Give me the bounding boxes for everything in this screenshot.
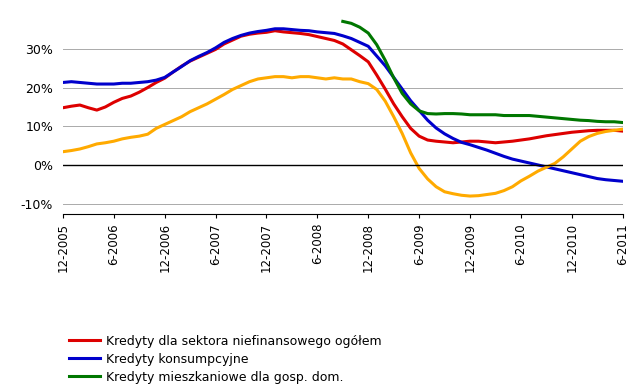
Kredyty mieszkaniowe dla gosp. dom. xyxy=(602,119,610,124)
Kredyty dla sektora niefinansowego ogółem xyxy=(500,140,508,144)
Kredyty mieszkaniowe dla gosp. dom. xyxy=(466,112,474,117)
Kredyty mieszkaniowe dla gosp. dom. xyxy=(364,31,372,35)
Kredyty dla sektora niefinansowego ogółem xyxy=(449,140,457,145)
Kredyty mieszkaniowe dla gosp. dom. xyxy=(594,119,601,124)
Kredyty dla przedsiębiorstw xyxy=(297,74,304,79)
Kredyty mieszkaniowe dla gosp. dom. xyxy=(560,116,567,121)
Kredyty dla sektora niefinansowego ogółem xyxy=(619,129,626,133)
Kredyty mieszkaniowe dla gosp. dom. xyxy=(585,118,593,123)
Legend: Kredyty dla sektora niefinansowego ogółem, Kredyty konsumpcyjne, Kredyty mieszka: Kredyty dla sektora niefinansowego ogółe… xyxy=(64,329,387,389)
Kredyty dla przedsiębiorstw xyxy=(466,194,474,198)
Kredyty mieszkaniowe dla gosp. dom. xyxy=(500,113,508,118)
Kredyty mieszkaniowe dla gosp. dom. xyxy=(568,117,576,122)
Kredyty mieszkaniowe dla gosp. dom. xyxy=(475,112,482,117)
Kredyty mieszkaniowe dla gosp. dom. xyxy=(381,58,389,63)
Kredyty mieszkaniowe dla gosp. dom. xyxy=(356,25,364,30)
Kredyty konsumpcyjne xyxy=(144,79,152,84)
Kredyty dla sektora niefinansowego ogółem xyxy=(297,31,304,36)
Kredyty mieszkaniowe dla gosp. dom. xyxy=(398,91,406,96)
Kredyty konsumpcyjne xyxy=(585,174,593,179)
Kredyty dla przedsiębiorstw xyxy=(585,134,593,139)
Kredyty dla sektora niefinansowego ogółem xyxy=(271,28,279,33)
Kredyty dla przedsiębiorstw xyxy=(500,188,508,193)
Kredyty mieszkaniowe dla gosp. dom. xyxy=(339,19,347,24)
Kredyty mieszkaniowe dla gosp. dom. xyxy=(449,111,457,116)
Kredyty mieszkaniowe dla gosp. dom. xyxy=(347,21,355,26)
Kredyty mieszkaniowe dla gosp. dom. xyxy=(619,120,626,125)
Kredyty mieszkaniowe dla gosp. dom. xyxy=(526,113,533,118)
Kredyty mieszkaniowe dla gosp. dom. xyxy=(551,116,559,120)
Kredyty konsumpcyjne xyxy=(297,28,304,33)
Kredyty konsumpcyjne xyxy=(322,30,330,35)
Kredyty konsumpcyjne xyxy=(492,151,499,156)
Kredyty mieszkaniowe dla gosp. dom. xyxy=(407,102,415,106)
Kredyty mieszkaniowe dla gosp. dom. xyxy=(432,112,440,116)
Line: Kredyty mieszkaniowe dla gosp. dom.: Kredyty mieszkaniowe dla gosp. dom. xyxy=(343,21,623,123)
Kredyty mieszkaniowe dla gosp. dom. xyxy=(373,42,381,47)
Kredyty dla sektora niefinansowego ogółem xyxy=(322,36,330,41)
Kredyty mieszkaniowe dla gosp. dom. xyxy=(483,112,491,117)
Kredyty mieszkaniowe dla gosp. dom. xyxy=(543,115,550,119)
Line: Kredyty konsumpcyjne: Kredyty konsumpcyjne xyxy=(63,29,623,181)
Kredyty mieszkaniowe dla gosp. dom. xyxy=(577,118,584,123)
Kredyty mieszkaniowe dla gosp. dom. xyxy=(534,114,542,119)
Kredyty mieszkaniowe dla gosp. dom. xyxy=(492,112,499,117)
Kredyty dla przedsiębiorstw xyxy=(101,140,109,145)
Kredyty dla sektora niefinansowego ogółem xyxy=(585,128,593,133)
Kredyty konsumpcyjne xyxy=(271,26,279,31)
Kredyty mieszkaniowe dla gosp. dom. xyxy=(424,111,431,116)
Kredyty mieszkaniowe dla gosp. dom. xyxy=(390,75,398,80)
Kredyty konsumpcyjne xyxy=(127,81,135,86)
Kredyty mieszkaniowe dla gosp. dom. xyxy=(517,113,525,118)
Line: Kredyty dla sektora niefinansowego ogółem: Kredyty dla sektora niefinansowego ogółe… xyxy=(63,31,623,143)
Kredyty dla sektora niefinansowego ogółem xyxy=(127,94,135,98)
Kredyty mieszkaniowe dla gosp. dom. xyxy=(441,111,448,116)
Line: Kredyty dla przedsiębiorstw: Kredyty dla przedsiębiorstw xyxy=(63,77,623,196)
Kredyty mieszkaniowe dla gosp. dom. xyxy=(611,119,618,124)
Kredyty dla przedsiębiorstw xyxy=(59,149,67,154)
Kredyty konsumpcyjne xyxy=(59,80,67,85)
Kredyty dla sektora niefinansowego ogółem xyxy=(59,105,67,110)
Kredyty dla sektora niefinansowego ogółem xyxy=(101,105,109,109)
Kredyty dla przedsiębiorstw xyxy=(322,77,330,81)
Kredyty dla przedsiębiorstw xyxy=(619,127,626,131)
Kredyty dla przedsiębiorstw xyxy=(127,135,135,140)
Kredyty mieszkaniowe dla gosp. dom. xyxy=(509,113,516,118)
Kredyty mieszkaniowe dla gosp. dom. xyxy=(458,112,465,116)
Kredyty dla przedsiębiorstw xyxy=(271,74,279,79)
Kredyty konsumpcyjne xyxy=(619,179,626,184)
Kredyty mieszkaniowe dla gosp. dom. xyxy=(415,109,423,113)
